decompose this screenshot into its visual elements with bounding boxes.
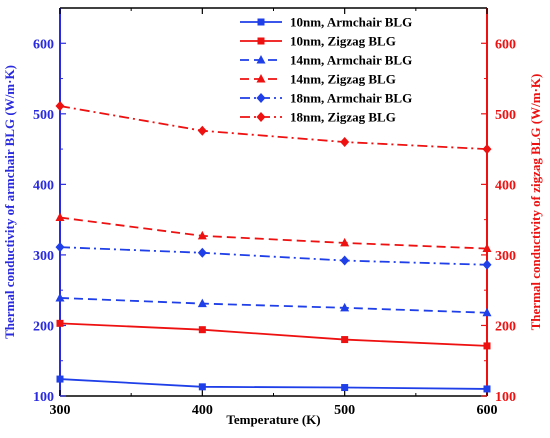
data-point [482, 243, 492, 253]
legend-entry: 18nm, Zigzag BLG [240, 110, 396, 125]
series-6 [55, 101, 492, 155]
x-axis-title: Temperature (K) [226, 412, 320, 427]
x-tick-label: 500 [334, 403, 355, 418]
legend-marker [257, 37, 265, 45]
series-line [59, 378, 488, 390]
legend-label: 10nm, Armchair BLG [290, 15, 412, 30]
y-right-tick-label: 400 [495, 178, 516, 193]
legend-entry: 14nm, Zigzag BLG [240, 72, 396, 87]
data-point [197, 298, 207, 308]
data-point [197, 247, 207, 258]
y-left-tick-label: 600 [33, 37, 54, 52]
legend-marker [257, 18, 265, 26]
data-point [55, 212, 65, 222]
data-point [340, 137, 350, 148]
y-left-tick-label: 200 [33, 319, 54, 334]
data-point [340, 237, 350, 247]
data-point [198, 383, 206, 391]
y-right-tick-label: 500 [495, 108, 516, 123]
x-tick-label: 600 [477, 403, 498, 418]
x-tick-label: 400 [192, 403, 213, 418]
data-point [56, 375, 64, 383]
series-2 [56, 319, 491, 350]
data-point [56, 319, 64, 327]
series-line [59, 246, 488, 266]
data-point [197, 230, 207, 240]
data-point [482, 259, 492, 270]
data-point [55, 242, 65, 253]
data-point [340, 255, 350, 266]
y-left-tick-label: 500 [33, 108, 54, 123]
series-line [59, 322, 488, 347]
legend-label: 10nm, Zigzag BLG [290, 34, 396, 49]
series-line [59, 297, 488, 314]
data-point [55, 101, 65, 112]
x-tick-label: 300 [50, 403, 71, 418]
series-line [59, 216, 488, 250]
y-right-tick-label: 100 [495, 390, 516, 405]
y-right-tick-label: 600 [495, 37, 516, 52]
axes-layer: 300 400 500 6001002003004005006001002003004… [2, 7, 543, 427]
data-point [198, 326, 206, 334]
data-point [197, 125, 207, 136]
legend-label: 14nm, Armchair BLG [290, 53, 412, 68]
legend-label: 14nm, Zigzag BLG [290, 72, 396, 87]
data-point [483, 385, 491, 393]
legend-marker [256, 112, 266, 122]
series-3 [55, 292, 492, 317]
y-right-tick-label: 300 [495, 249, 516, 264]
y-left-tick-label: 100 [33, 390, 54, 405]
data-point [340, 302, 350, 312]
legend-entry: 18nm, Armchair BLG [240, 91, 412, 106]
data-point [55, 292, 65, 302]
legend-entry: 10nm, Zigzag BLG [240, 34, 396, 49]
series-1 [56, 375, 491, 393]
y-left-tick-label: 300 [33, 249, 54, 264]
series-5 [55, 242, 492, 270]
legend-entry: 10nm, Armchair BLG [240, 15, 412, 30]
y-right-tick-label: 200 [495, 319, 516, 334]
legend-label: 18nm, Armchair BLG [290, 91, 412, 106]
legend-marker [256, 74, 266, 83]
legend: 10nm, Armchair BLG 10nm, Zigzag BLG 14nm, … [240, 15, 412, 125]
data-point [482, 307, 492, 317]
series-4 [55, 212, 492, 253]
data-point [341, 336, 349, 344]
y-axis-right-title: Thermal conductivity of zigzag BLG (W/m·… [528, 74, 543, 331]
legend-entry: 14nm, Armchair BLG [240, 53, 412, 68]
legend-label: 18nm, Zigzag BLG [290, 110, 396, 125]
data-point [483, 342, 491, 350]
data-point [341, 384, 349, 392]
data-point [482, 144, 492, 155]
y-left-tick-label: 400 [33, 178, 54, 193]
series-line [59, 105, 488, 150]
series-layer [55, 101, 492, 393]
legend-marker [256, 93, 266, 103]
legend-marker [256, 55, 266, 64]
y-axis-left-title: Thermal conductivity of armchair BLG (W/… [2, 65, 17, 339]
